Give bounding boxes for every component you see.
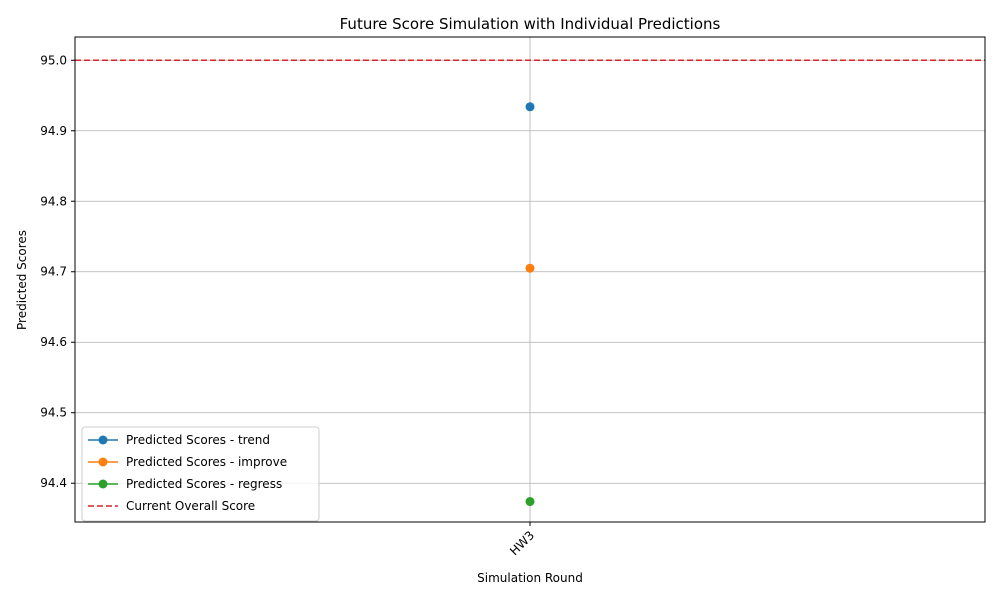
legend-marker [98,479,108,489]
legend-label: Current Overall Score [126,499,255,513]
y-tick-label: 94.6 [40,335,67,349]
x-axis-label: Simulation Round [477,571,583,585]
legend-marker [98,435,108,445]
legend-label: Predicted Scores - regress [126,477,282,491]
y-tick-label: 94.4 [40,476,67,490]
legend-label: Predicted Scores - trend [126,433,270,447]
legend-marker [98,457,108,467]
y-axis: 94.4 94.5 94.6 94.7 94.8 94.9 95.0 [40,53,75,490]
y-tick-label: 94.8 [40,194,67,208]
data-point [525,102,535,112]
y-tick-label: 95.0 [40,53,67,67]
data-point [525,497,535,507]
y-tick-label: 94.5 [40,406,67,420]
legend: Predicted Scores - trend Predicted Scores… [81,426,320,522]
legend-label: Predicted Scores - improve [126,455,287,469]
chart-title: Future Score Simulation with Individual … [340,15,721,33]
y-tick-label: 94.7 [40,265,67,279]
y-tick-label: 94.9 [40,124,67,138]
legend-box [81,426,320,522]
data-point [525,263,535,273]
y-axis-label: Predicted Scores [15,230,29,330]
series-layer [525,102,535,507]
